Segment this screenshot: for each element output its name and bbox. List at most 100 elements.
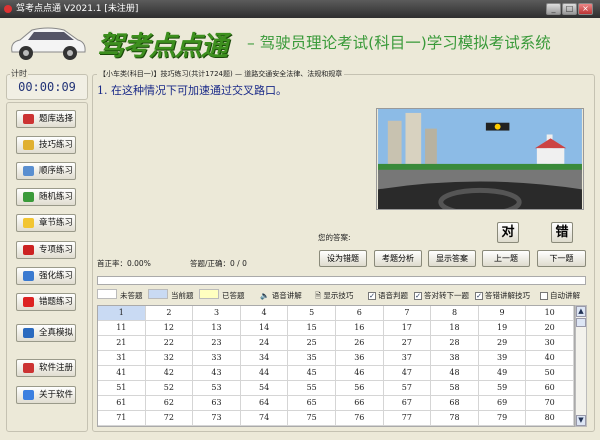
auto-explain-checkbox[interactable]: 自动讲解 [540, 290, 580, 301]
question-cell[interactable]: 48 [431, 366, 479, 381]
question-cell[interactable]: 54 [240, 381, 289, 396]
question-cell[interactable]: 68 [431, 396, 479, 411]
voice-judge-checkbox[interactable]: ✓ 语音判题 [368, 290, 408, 301]
question-cell[interactable]: 28 [431, 336, 479, 351]
question-cell[interactable]: 56 [335, 381, 384, 396]
maximize-button[interactable]: □ [562, 3, 577, 15]
analysis-button[interactable]: 考题分析 [374, 250, 422, 267]
nav-chapter-practice-button[interactable]: 章节练习 [16, 214, 76, 232]
voice-explain-button[interactable]: 🔈 语音讲解 [260, 290, 302, 301]
question-cell[interactable]: 79 [478, 411, 527, 426]
true-button[interactable]: 对 [497, 222, 519, 243]
question-cell[interactable]: 18 [431, 321, 479, 336]
question-cell[interactable]: 15 [288, 321, 336, 336]
checkbox-next-on-correct[interactable]: ✓ [414, 292, 422, 300]
question-cell[interactable]: 49 [478, 366, 527, 381]
question-cell[interactable]: 14 [240, 321, 289, 336]
question-cell[interactable]: 44 [240, 366, 289, 381]
nav-question-bank-button[interactable]: 题库选择 [16, 110, 76, 128]
show-tips-button[interactable]: 🗎 显示技巧 [315, 290, 353, 303]
question-cell[interactable]: 11 [98, 321, 146, 336]
question-cell[interactable]: 9 [478, 306, 527, 321]
question-cell[interactable]: 76 [335, 411, 384, 426]
nav-about-button[interactable]: 关于软件 [16, 386, 76, 404]
question-cell[interactable]: 64 [240, 396, 289, 411]
question-cell[interactable]: 16 [335, 321, 384, 336]
question-cell[interactable]: 73 [193, 411, 241, 426]
question-cell[interactable]: 26 [335, 336, 384, 351]
prev-question-button[interactable]: 上一题 [482, 250, 530, 267]
grid-scrollbar[interactable]: ▲ ▼ [575, 305, 587, 427]
checkbox-voice-judge[interactable]: ✓ [368, 292, 376, 300]
nav-mock-exam-button[interactable]: 全真模拟 [16, 324, 76, 342]
question-cell[interactable]: 38 [431, 351, 479, 366]
question-cell[interactable]: 10 [526, 306, 574, 321]
question-cell[interactable]: 35 [288, 351, 336, 366]
question-cell[interactable]: 55 [288, 381, 336, 396]
question-cell[interactable]: 63 [193, 396, 241, 411]
question-cell[interactable]: 31 [98, 351, 146, 366]
nav-sequential-practice-button[interactable]: 顺序练习 [16, 162, 76, 180]
question-cell[interactable]: 58 [431, 381, 479, 396]
question-cell[interactable]: 4 [240, 306, 289, 321]
question-cell[interactable]: 22 [145, 336, 194, 351]
scroll-thumb[interactable] [576, 318, 586, 327]
question-cell[interactable]: 7 [383, 306, 432, 321]
mark-wrong-button[interactable]: 设为错题 [319, 250, 367, 267]
close-button[interactable]: × [578, 3, 593, 15]
question-cell[interactable]: 78 [431, 411, 479, 426]
question-cell[interactable]: 12 [145, 321, 194, 336]
question-cell[interactable]: 52 [145, 381, 194, 396]
question-cell[interactable]: 72 [145, 411, 194, 426]
question-cell[interactable]: 20 [526, 321, 574, 336]
question-cell[interactable]: 34 [240, 351, 289, 366]
question-cell[interactable]: 67 [383, 396, 432, 411]
question-cell[interactable]: 2 [145, 306, 194, 321]
question-cell[interactable]: 60 [526, 381, 574, 396]
nav-tips-practice-button[interactable]: 技巧练习 [16, 136, 76, 154]
question-cell[interactable]: 80 [526, 411, 574, 426]
question-cell[interactable]: 59 [478, 381, 527, 396]
false-button[interactable]: 错 [551, 222, 573, 243]
question-cell[interactable]: 65 [288, 396, 336, 411]
question-cell[interactable]: 43 [193, 366, 241, 381]
nav-wrong-practice-button[interactable]: 错题练习 [16, 293, 76, 311]
question-cell[interactable]: 51 [98, 381, 146, 396]
question-cell[interactable]: 50 [526, 366, 574, 381]
question-cell[interactable]: 13 [193, 321, 241, 336]
question-cell[interactable]: 19 [478, 321, 527, 336]
nav-intensive-practice-button[interactable]: 强化练习 [16, 267, 76, 285]
question-cell[interactable]: 71 [98, 411, 146, 426]
question-cell[interactable]: 30 [526, 336, 574, 351]
checkbox-explain-on-wrong[interactable]: ✓ [475, 292, 483, 300]
question-cell[interactable]: 25 [288, 336, 336, 351]
question-cell[interactable]: 33 [193, 351, 241, 366]
next-question-button[interactable]: 下一题 [537, 250, 586, 267]
question-cell[interactable]: 21 [98, 336, 146, 351]
question-cell[interactable]: 3 [193, 306, 241, 321]
question-cell[interactable]: 5 [288, 306, 336, 321]
question-cell[interactable]: 37 [383, 351, 432, 366]
question-cell[interactable]: 39 [478, 351, 527, 366]
question-cell[interactable]: 40 [526, 351, 574, 366]
nav-topic-practice-button[interactable]: 专项练习 [16, 241, 76, 259]
question-cell[interactable]: 8 [431, 306, 479, 321]
question-cell[interactable]: 77 [383, 411, 432, 426]
question-cell[interactable]: 23 [193, 336, 241, 351]
explain-on-wrong-checkbox[interactable]: ✓ 答错讲解技巧 [475, 290, 530, 301]
question-cell[interactable]: 46 [335, 366, 384, 381]
question-cell[interactable]: 61 [98, 396, 146, 411]
nav-register-button[interactable]: 软件注册 [16, 359, 76, 377]
minimize-button[interactable]: _ [546, 3, 561, 15]
question-cell[interactable]: 24 [240, 336, 289, 351]
next-on-correct-checkbox[interactable]: ✓ 答对转下一题 [414, 290, 469, 301]
question-cell[interactable]: 42 [145, 366, 194, 381]
question-cell[interactable]: 47 [383, 366, 432, 381]
question-cell[interactable]: 29 [478, 336, 527, 351]
question-cell[interactable]: 75 [288, 411, 336, 426]
question-cell[interactable]: 62 [145, 396, 194, 411]
question-cell[interactable]: 27 [383, 336, 432, 351]
question-cell[interactable]: 69 [478, 396, 527, 411]
scroll-down-icon[interactable]: ▼ [576, 415, 586, 426]
question-cell[interactable]: 1 [98, 306, 146, 321]
